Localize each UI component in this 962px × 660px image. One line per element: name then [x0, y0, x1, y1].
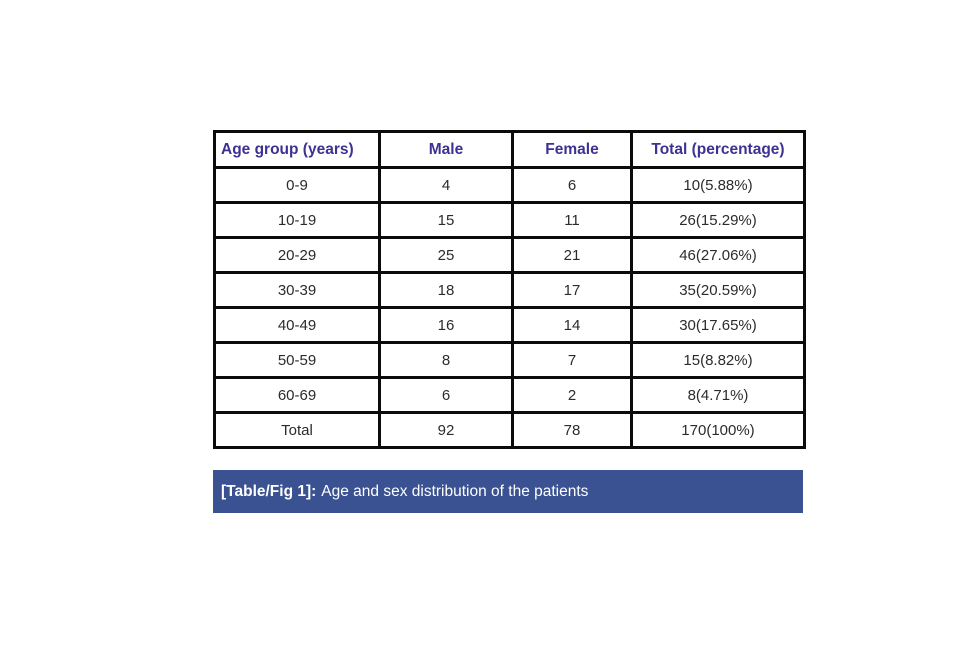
table-row: 20-29 25 21 46(27.06%): [213, 236, 806, 274]
cell-age-group: 10-19: [213, 201, 381, 239]
cell-age-group: 20-29: [213, 236, 381, 274]
cell-male: 25: [378, 236, 514, 274]
table-row: 30-39 18 17 35(20.59%): [213, 271, 806, 309]
cell-male: 18: [378, 271, 514, 309]
column-header-age-group: Age group (years): [213, 130, 381, 169]
cell-age-group: 30-39: [213, 271, 381, 309]
cell-total: 46(27.06%): [630, 236, 806, 274]
cell-age-group: Total: [213, 411, 381, 449]
cell-age-group: 0-9: [213, 166, 381, 204]
cell-male: 8: [378, 341, 514, 379]
table-row: 50-59 8 7 15(8.82%): [213, 341, 806, 379]
age-sex-distribution-table: Age group (years) Male Female Total (per…: [213, 130, 806, 449]
table-row-total: Total 92 78 170(100%): [213, 411, 806, 449]
cell-female: 14: [511, 306, 633, 344]
table-header-row: Age group (years) Male Female Total (per…: [213, 130, 806, 169]
cell-male: 4: [378, 166, 514, 204]
cell-age-group: 40-49: [213, 306, 381, 344]
cell-total: 30(17.65%): [630, 306, 806, 344]
cell-male: 15: [378, 201, 514, 239]
caption-label: [Table/Fig 1]:: [221, 482, 317, 500]
cell-female: 2: [511, 376, 633, 414]
column-header-female: Female: [511, 130, 633, 169]
cell-total: 35(20.59%): [630, 271, 806, 309]
cell-total: 15(8.82%): [630, 341, 806, 379]
cell-total: 10(5.88%): [630, 166, 806, 204]
caption-text: Age and sex distribution of the patients: [321, 482, 589, 500]
cell-female: 21: [511, 236, 633, 274]
cell-female: 11: [511, 201, 633, 239]
table-row: 60-69 6 2 8(4.71%): [213, 376, 806, 414]
cell-male: 92: [378, 411, 514, 449]
cell-female: 6: [511, 166, 633, 204]
cell-age-group: 60-69: [213, 376, 381, 414]
table-row: 40-49 16 14 30(17.65%): [213, 306, 806, 344]
cell-male: 6: [378, 376, 514, 414]
table-row: 0-9 4 6 10(5.88%): [213, 166, 806, 204]
cell-female: 78: [511, 411, 633, 449]
cell-total: 170(100%): [630, 411, 806, 449]
table-row: 10-19 15 11 26(15.29%): [213, 201, 806, 239]
cell-age-group: 50-59: [213, 341, 381, 379]
cell-male: 16: [378, 306, 514, 344]
cell-total: 26(15.29%): [630, 201, 806, 239]
column-header-male: Male: [378, 130, 514, 169]
cell-female: 7: [511, 341, 633, 379]
column-header-total-percentage: Total (percentage): [630, 130, 806, 169]
table-caption-bar: [Table/Fig 1]: Age and sex distribution …: [213, 470, 803, 513]
cell-total: 8(4.71%): [630, 376, 806, 414]
cell-female: 17: [511, 271, 633, 309]
